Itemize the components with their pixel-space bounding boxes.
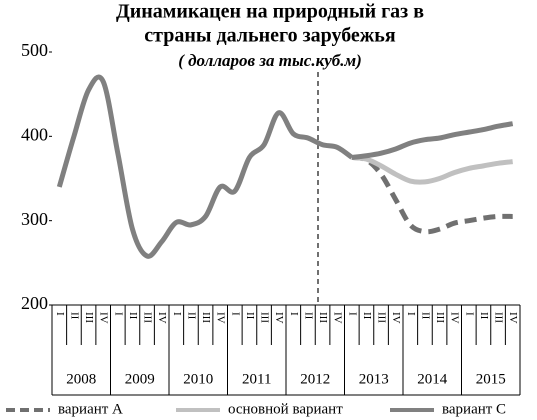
x-tick-label: III [83, 312, 95, 323]
group-label: 2011 [242, 371, 271, 387]
x-tick-label: IV [215, 312, 227, 324]
x-tick-label: III [142, 312, 154, 323]
series-line [56, 74, 354, 259]
x-tick-label: III [317, 312, 329, 323]
x-tick-label: IV [156, 312, 168, 324]
x-tick-label: IV [390, 312, 402, 324]
x-tick-label: IV [273, 312, 285, 324]
x-tick-label: I [288, 312, 300, 316]
x-tick-label: I [112, 312, 124, 316]
group-label: 2013 [359, 371, 389, 387]
series-line [351, 121, 514, 160]
x-tick-label: III [200, 312, 212, 323]
group-label: 2014 [417, 371, 448, 387]
chart-subtitle: ( долларов за тыс.куб.м) [178, 51, 362, 70]
y-tick-label: 200 [21, 293, 48, 313]
x-tick-label: I [229, 312, 241, 316]
x-tick-label: II [244, 312, 256, 320]
chart-title: страны дальнего зарубежья [144, 25, 396, 47]
series-line [351, 154, 513, 235]
series-line [351, 154, 513, 185]
group-label: 2012 [300, 371, 330, 387]
x-tick-label: II [185, 312, 197, 320]
x-tick-label: III [376, 312, 388, 323]
x-tick-label: III [493, 312, 505, 323]
y-tick-label: 400 [21, 124, 48, 144]
x-tick-label: IV [507, 312, 519, 324]
y-tick-label: 300 [21, 209, 48, 229]
legend-label: основной вариант [228, 401, 343, 417]
group-label: 2015 [476, 371, 506, 387]
x-tick-label: I [171, 312, 183, 316]
x-tick-label: I [346, 312, 358, 316]
x-tick-label: III [434, 312, 446, 323]
x-tick-label: I [463, 312, 475, 316]
x-tick-label: IV [449, 312, 461, 324]
group-label: 2010 [183, 371, 213, 387]
y-tick-label: 500 [21, 40, 48, 60]
x-tick-label: II [127, 312, 139, 320]
x-tick-label: II [361, 312, 373, 320]
x-tick-label: I [405, 312, 417, 316]
x-tick-label: IV [98, 312, 110, 324]
legend-label: вариант А [58, 401, 123, 417]
x-tick-label: II [68, 312, 80, 320]
group-label: 2008 [66, 371, 96, 387]
x-tick-label: IV [332, 312, 344, 324]
legend-label: вариант С [442, 401, 506, 417]
x-tick-label: II [419, 312, 431, 320]
chart-title: Динамикацен на природный газ в [116, 1, 424, 23]
group-label: 2009 [125, 371, 155, 387]
x-tick-label: I [54, 312, 66, 316]
x-tick-label: II [302, 312, 314, 320]
x-tick-label: III [259, 312, 271, 323]
x-tick-label: II [478, 312, 490, 320]
